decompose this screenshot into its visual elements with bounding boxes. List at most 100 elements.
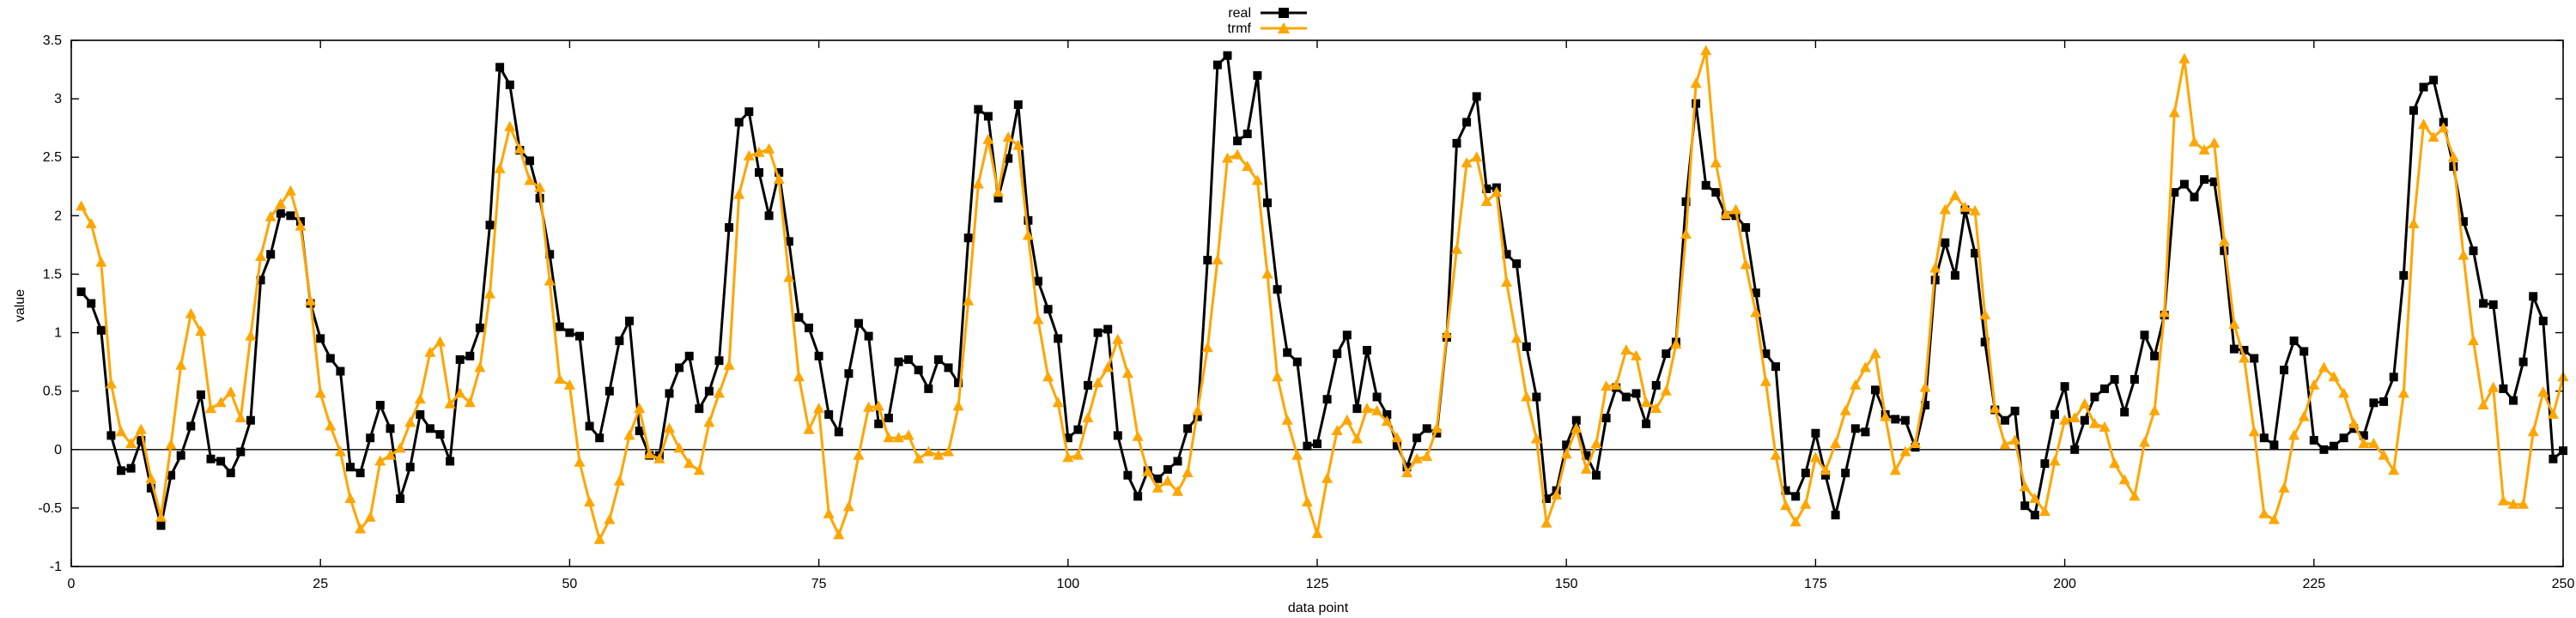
- data-point-trmf: [284, 185, 296, 196]
- data-point-real: [635, 427, 644, 435]
- data-point-real: [1363, 346, 1371, 354]
- data-point-trmf: [1052, 397, 1064, 408]
- data-point-real: [684, 351, 694, 360]
- data-point-trmf: [1610, 379, 1622, 390]
- data-point-trmf: [2079, 397, 2091, 409]
- data-point-trmf: [2228, 318, 2240, 329]
- data-point-trmf: [1850, 379, 1862, 390]
- data-point-trmf: [1172, 485, 1183, 496]
- data-point-trmf: [1949, 190, 1961, 201]
- data-point-real: [2488, 300, 2498, 309]
- legend-label-real: real: [1228, 6, 1251, 21]
- data-point-real: [216, 457, 226, 466]
- data-point-real: [2399, 270, 2409, 280]
- data-point-trmf: [1720, 209, 1732, 219]
- data-point-trmf: [534, 181, 546, 192]
- data-point-trmf: [1800, 498, 1812, 509]
- data-point-real: [2538, 316, 2548, 325]
- data-point-real: [316, 334, 325, 343]
- data-point-trmf: [1601, 380, 1613, 391]
- data-point-trmf: [1441, 327, 1453, 338]
- data-point-real: [1871, 385, 1880, 395]
- data-point-real: [396, 494, 405, 503]
- data-point-trmf: [1839, 404, 1851, 415]
- data-point-real: [2389, 373, 2398, 382]
- data-point-real: [276, 209, 285, 218]
- data-point-real: [1413, 433, 1422, 443]
- data-point-trmf: [2497, 494, 2509, 506]
- data-point-real: [1183, 424, 1193, 433]
- data-point-trmf: [872, 400, 884, 411]
- data-point-real: [1233, 136, 1242, 146]
- data-point-trmf: [1939, 203, 1951, 215]
- data-point-real: [695, 404, 704, 414]
- data-point-real: [1292, 357, 1302, 367]
- data-point-trmf: [2408, 217, 2420, 228]
- data-point-real: [2309, 435, 2318, 445]
- data-point-trmf: [1431, 422, 1443, 433]
- y-tick-label: 2.5: [43, 150, 62, 165]
- data-point-real: [725, 223, 734, 232]
- plot-area-frame: [70, 39, 2564, 567]
- data-point-real: [1352, 404, 1362, 414]
- data-point-trmf: [584, 496, 596, 507]
- data-point-trmf: [993, 186, 1004, 197]
- data-point-real: [1093, 328, 1103, 337]
- data-point-real: [475, 324, 484, 333]
- data-point-trmf: [2527, 426, 2539, 437]
- data-point-trmf: [1082, 412, 1094, 422]
- data-point-trmf: [1910, 438, 1921, 448]
- data-point-trmf: [1501, 276, 1513, 287]
- data-point-trmf: [145, 472, 157, 483]
- data-point-trmf: [1291, 449, 1303, 460]
- data-point-trmf: [2258, 507, 2270, 518]
- data-point-real: [266, 250, 276, 259]
- data-point-trmf: [2168, 106, 2180, 118]
- legend-marker-trmf: [1278, 22, 1290, 33]
- data-point-real: [675, 363, 684, 373]
- data-point-trmf: [2118, 474, 2130, 485]
- data-point-real: [944, 363, 953, 373]
- data-point-trmf: [893, 432, 904, 443]
- data-point-trmf: [574, 456, 586, 467]
- data-point-trmf: [2468, 335, 2479, 346]
- data-point-trmf: [2239, 352, 2250, 363]
- data-point-trmf: [1251, 174, 1263, 185]
- data-point-real: [2369, 398, 2379, 408]
- data-point-real: [1522, 342, 1531, 351]
- data-point-trmf: [673, 442, 685, 453]
- data-point-trmf: [963, 294, 975, 306]
- data-point-real: [2529, 292, 2538, 301]
- data-point-real: [1651, 380, 1661, 390]
- data-point-real: [1273, 285, 1282, 294]
- data-point-real: [924, 384, 933, 393]
- data-point-real: [1084, 380, 1092, 390]
- data-point-real: [206, 454, 216, 464]
- data-point-real: [904, 354, 914, 364]
- data-point-trmf: [2139, 436, 2150, 447]
- data-point-real: [2090, 392, 2099, 402]
- data-point-trmf: [1361, 403, 1373, 414]
- data-point-real: [2349, 424, 2359, 433]
- data-point-real: [2499, 384, 2508, 393]
- data-point-trmf: [943, 445, 954, 457]
- data-point-trmf: [2148, 404, 2160, 415]
- data-point-real: [1771, 362, 1780, 372]
- data-point-real: [1482, 185, 1492, 193]
- data-point-trmf: [1491, 186, 1503, 197]
- data-point-trmf: [1341, 414, 1353, 425]
- data-point-real: [1711, 188, 1721, 197]
- data-point-real: [1133, 492, 1143, 501]
- data-point-real: [555, 322, 564, 331]
- data-point-real: [1662, 349, 1671, 359]
- data-point-trmf: [2488, 381, 2500, 392]
- data-point-real: [167, 470, 176, 480]
- y-axis-label: value: [13, 289, 27, 322]
- data-point-trmf: [833, 529, 845, 540]
- data-point-trmf: [1521, 391, 1533, 402]
- data-point-trmf: [314, 387, 326, 398]
- data-point-trmf: [842, 500, 854, 512]
- data-point-real: [1532, 392, 1541, 402]
- data-point-real: [595, 433, 605, 443]
- data-point-trmf: [2397, 387, 2409, 398]
